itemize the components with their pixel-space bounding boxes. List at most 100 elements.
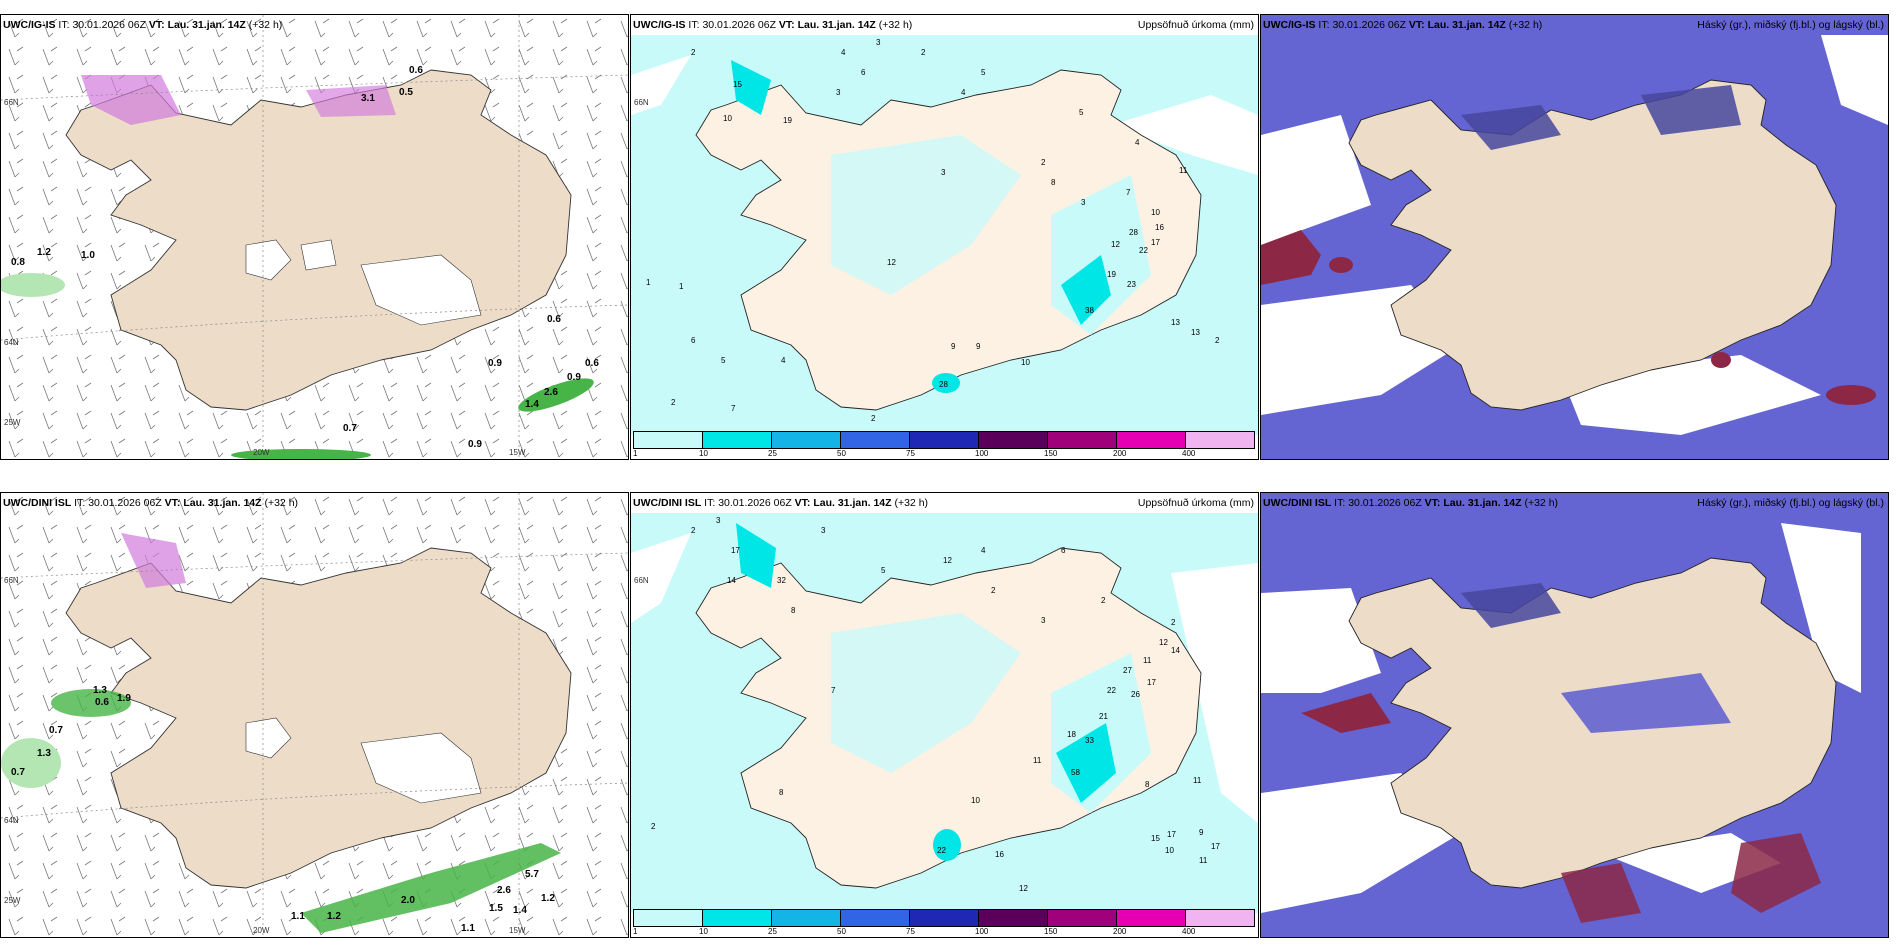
lat-line-64 xyxy=(1,304,628,341)
precip-value: 10 xyxy=(1151,208,1160,217)
precip-value: 22 xyxy=(1107,686,1116,695)
panel-header: UWC/IG-IS IT: 30.01.2026 06Z VT: Lau. 31… xyxy=(3,19,624,33)
panel-header: UWC/DINI ISL IT: 30.01.2026 06Z VT: Lau.… xyxy=(1263,497,1884,511)
map-panel-igis-wind: 66N 64N 25W 20W 15W 0.6 0.5 3.1 0.8 1.2 … xyxy=(0,14,629,460)
colorbar-label: 75 xyxy=(906,927,915,936)
dry-area xyxy=(1111,95,1258,175)
precip-value: 1 xyxy=(646,278,651,287)
precip-value: 38 xyxy=(1085,306,1094,315)
snow-area-north xyxy=(306,85,396,117)
wind-value: 2.6 xyxy=(497,885,511,896)
lon-label-15: 15W xyxy=(509,926,526,935)
precip-value: 3 xyxy=(716,516,721,525)
model-name: UWC/DINI ISL xyxy=(1263,497,1332,509)
lat-label-66: 66N xyxy=(4,98,19,107)
wind-value: 0.9 xyxy=(468,439,482,450)
precip-value: 2 xyxy=(1041,158,1046,167)
cloud-high xyxy=(1329,257,1353,273)
colorbar-segment xyxy=(841,432,910,448)
precip-field-light xyxy=(831,613,1021,773)
precip-value: 10 xyxy=(971,796,980,805)
wind-value: 1.3 xyxy=(37,748,51,759)
colorbar-segment xyxy=(634,910,703,926)
wind-value: 1.1 xyxy=(461,923,475,934)
wind-value: 1.9 xyxy=(117,693,131,704)
cloud-high xyxy=(1301,693,1391,733)
colorbar-segment xyxy=(1186,910,1254,926)
precip-value: 2 xyxy=(871,414,876,423)
precip-value: 3 xyxy=(876,38,881,47)
lat-label-64: 64N xyxy=(4,338,19,347)
precip-value: 11 xyxy=(1033,756,1042,765)
wind-value: 3.1 xyxy=(361,93,375,104)
colorbar-label: 1 xyxy=(633,927,638,936)
cloud-mid xyxy=(1461,105,1561,150)
wind-value: 0.9 xyxy=(567,372,581,383)
precip-value: 2 xyxy=(1215,336,1220,345)
wind-value: 2.0 xyxy=(401,895,415,906)
valid-time: Lau. 31.jan. 14Z xyxy=(813,497,892,509)
lon-label-25: 25W xyxy=(4,418,21,427)
dry-area xyxy=(631,533,691,623)
precip-value: 3 xyxy=(1081,198,1086,207)
wind-value: 0.7 xyxy=(49,725,63,736)
precip-field-mid xyxy=(1061,255,1111,325)
wind-map: 66N 64N 25W 20W 15W 1.3 0.6 1.9 0.7 1.3 … xyxy=(1,493,628,937)
field-title: Uppsöfnuð úrkoma (mm) xyxy=(1137,19,1254,31)
lat-line-64 xyxy=(1,782,628,819)
wind-value: 1.2 xyxy=(327,911,341,922)
wind-value: 5.7 xyxy=(525,869,539,880)
map-panel-igis-clouds: UWC/IG-IS IT: 30.01.2026 06Z VT: Lau. 31… xyxy=(1260,14,1889,460)
glacier-hofsjokull xyxy=(245,717,292,759)
snow-area-south xyxy=(231,449,371,459)
colorbar-segment xyxy=(634,432,703,448)
precip-value: 8 xyxy=(791,606,796,615)
colorbar-label: 400 xyxy=(1182,927,1196,936)
snow-area-westfjords xyxy=(81,75,181,125)
init-time: 30.01.2026 06Z xyxy=(702,19,776,31)
map-panel-igis-precip: 66N 2 4 3 2 6 5 15 3 4 10 19 5 4 3 12 2 … xyxy=(630,14,1259,460)
precip-value: 8 xyxy=(1051,178,1056,187)
colorbar-segment xyxy=(910,910,979,926)
precip-value: 3 xyxy=(821,526,826,535)
wind-value: 0.7 xyxy=(11,767,25,778)
precip-value: 21 xyxy=(1099,712,1108,721)
colorbar-segment xyxy=(703,432,772,448)
clear-sky xyxy=(1781,523,1861,693)
colorbar-segment xyxy=(1186,432,1254,448)
precip-value: 19 xyxy=(783,116,792,125)
precip-value: 8 xyxy=(779,788,784,797)
precip-value: 7 xyxy=(731,404,736,413)
valid-time: Lau. 31.jan. 14Z xyxy=(1443,497,1522,509)
model-name: UWC/IG-IS xyxy=(1263,19,1316,31)
precip-value: 12 xyxy=(887,258,896,267)
model-name: UWC/IG-IS xyxy=(3,19,56,31)
it-label: IT: xyxy=(704,497,716,509)
precip-value: 5 xyxy=(721,356,726,365)
lead-time: (+32 h) xyxy=(894,497,929,509)
precip-value: 3 xyxy=(836,88,841,97)
precip-value: 18 xyxy=(1067,730,1076,739)
wind-value: 1.1 xyxy=(291,911,305,922)
precip-value: 16 xyxy=(1155,223,1164,232)
precip-value: 7 xyxy=(831,686,836,695)
precip-value: 6 xyxy=(1061,546,1066,555)
precip-value: 32 xyxy=(777,576,786,585)
precip-value: 23 xyxy=(1127,280,1136,289)
precip-field-mid xyxy=(736,523,776,588)
lon-label-20: 20W xyxy=(253,448,270,457)
wind-value: 0.6 xyxy=(585,358,599,369)
precip-value: 14 xyxy=(727,576,736,585)
precip-value: 17 xyxy=(1151,238,1160,247)
cloud-mid xyxy=(1461,583,1561,628)
lead-time: (+32 h) xyxy=(878,19,913,31)
model-name: UWC/DINI ISL xyxy=(3,497,72,509)
glacier-vatnajokull xyxy=(360,732,482,804)
colorbar-label: 75 xyxy=(906,449,915,458)
precip-value: 9 xyxy=(1199,828,1204,837)
wind-value: 1.4 xyxy=(513,905,527,916)
vt-label: VT: xyxy=(164,497,181,509)
precip-value: 4 xyxy=(841,48,846,57)
precip-value: 33 xyxy=(1085,736,1094,745)
precip-value: 22 xyxy=(937,846,946,855)
